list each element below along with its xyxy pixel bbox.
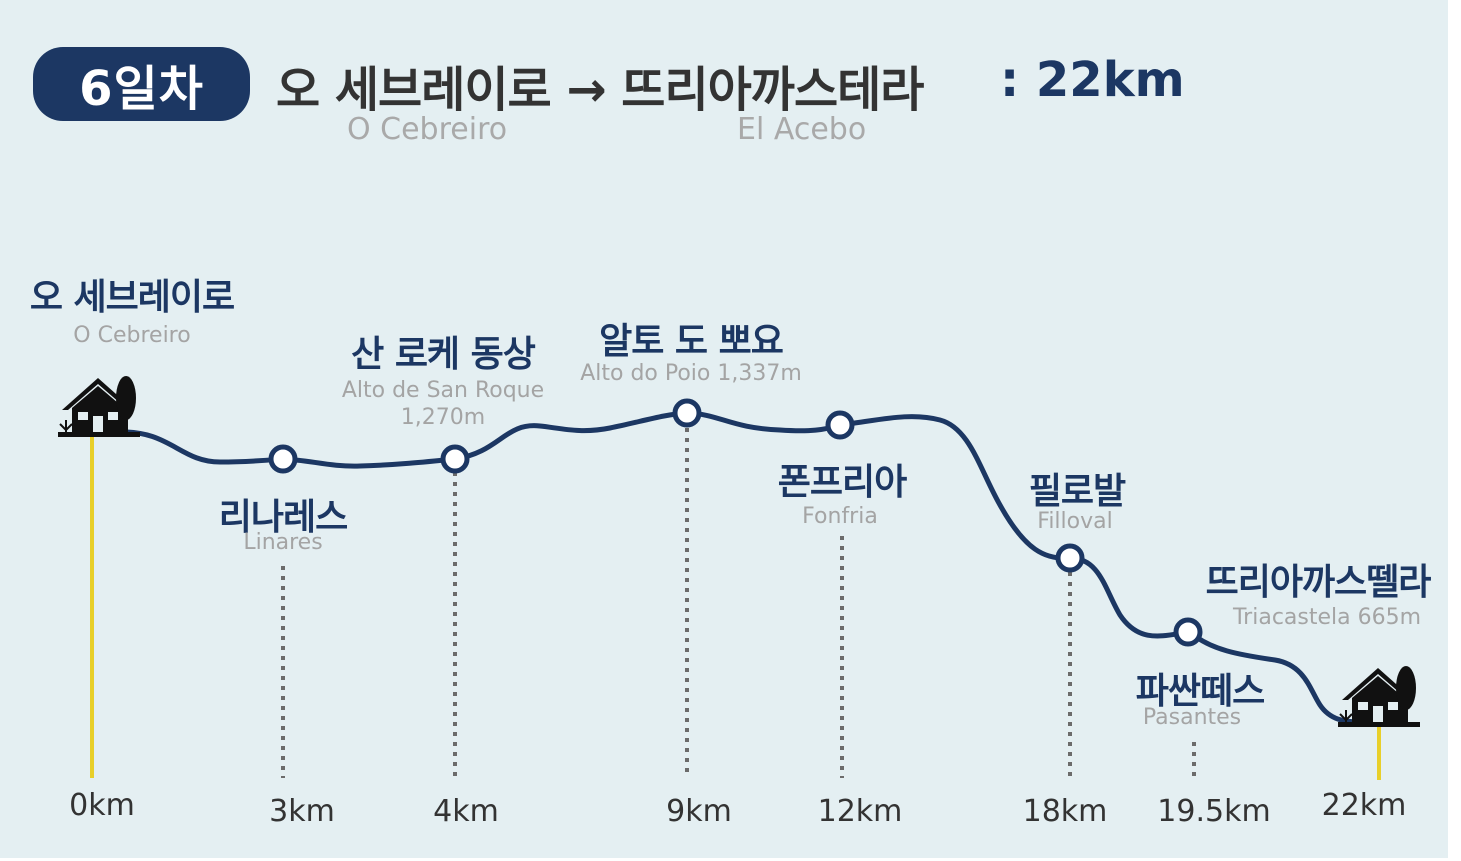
stop-name-ko: 파싼떼스 [1135,671,1265,712]
stop-distance: 22km [1321,788,1407,823]
stop-marker-alto-do-poio [672,398,702,428]
stop-name-en: Triacastela 665m [1232,605,1422,630]
house-tree-icon [58,376,140,437]
stop-distance: 9km [666,794,732,829]
stop-name-en: Filloval [1037,509,1113,534]
stop-distance: 18km [1022,794,1108,829]
stop-name-ko: 뜨리아까스뗄라 [1205,562,1432,603]
stop-distance: 4km [433,794,499,829]
stop-name-en: Alto do Poio 1,337m [580,361,802,386]
stop-name-en: O Cebreiro [73,323,191,348]
stop-elevation: 1,270m [400,405,486,430]
stop-name-en: Fonfria [802,504,878,529]
stop-marker-pasantes [1173,617,1203,647]
stop-name-ko: 폰프리아 [777,462,907,503]
route-title: 오 세브레이로 → 뜨리아까스테라 [276,62,924,118]
stop-marker-san-roque [440,444,470,474]
stop-marker-linares [268,444,298,474]
stop-marker-fonfria [825,410,855,440]
stop-name-ko: 산 로케 동상 [351,334,536,375]
stop-name-ko: 리나레스 [218,497,348,538]
stop-distance: 0km [69,788,135,823]
stop-distance: 3km [269,794,335,829]
stop-distance: 19.5km [1157,794,1271,829]
stop-name-ko: 필로발 [1028,471,1126,512]
house-tree-icon [1338,666,1420,727]
end-name-en: El Acebo [737,112,867,147]
start-name-en: O Cebreiro [347,112,508,147]
route-distance: : 22km [1000,52,1185,108]
stop-name-en: Linares [243,530,323,555]
stop-marker-filloval [1055,543,1085,573]
stop-distance: 12km [817,794,903,829]
stop-name-en: Pasantes [1142,705,1242,730]
day-badge: 6일차 [33,47,250,121]
stop-name-en: Alto de San Roque [341,378,545,403]
stop-name-ko: 알토 도 뽀요 [599,321,784,362]
stop-name-ko: 오 세브레이로 [29,277,235,318]
